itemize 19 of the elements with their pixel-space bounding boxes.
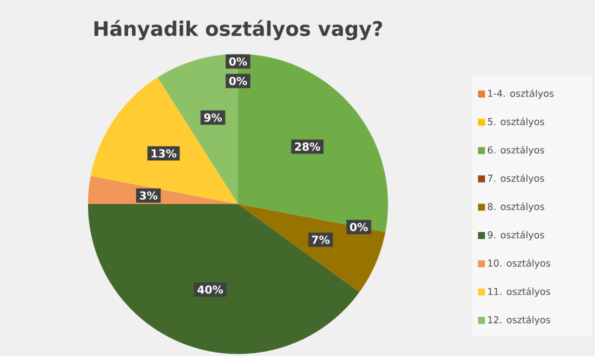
legend-label: 11. osztályos [488, 287, 550, 297]
legend-label: 10. osztályos [488, 258, 550, 269]
text: 0% [229, 76, 247, 86]
legend-label: 6. osztályos [488, 146, 544, 156]
legend-label: 12. osztályos [488, 316, 550, 326]
data-label: 40% [198, 285, 224, 294]
legend-label: 5. osztályos [488, 117, 544, 128]
chart-title: Hányadik osztályos vagy? [94, 20, 382, 40]
legend-label: 8. osztályos [488, 202, 544, 212]
data-label: 13% [152, 149, 176, 158]
legend-label: 1-4. osztályos [488, 89, 554, 99]
data-label: 9% [204, 113, 222, 122]
data-label: 7% [312, 236, 330, 244]
legend-label: 9. osztályos [488, 230, 544, 240]
data-label: 28% [295, 142, 320, 151]
text: 0% [229, 57, 247, 66]
data-label: 3% [140, 191, 158, 200]
legend-label: 7. osztályos [488, 174, 544, 184]
text: 0% [350, 222, 368, 232]
